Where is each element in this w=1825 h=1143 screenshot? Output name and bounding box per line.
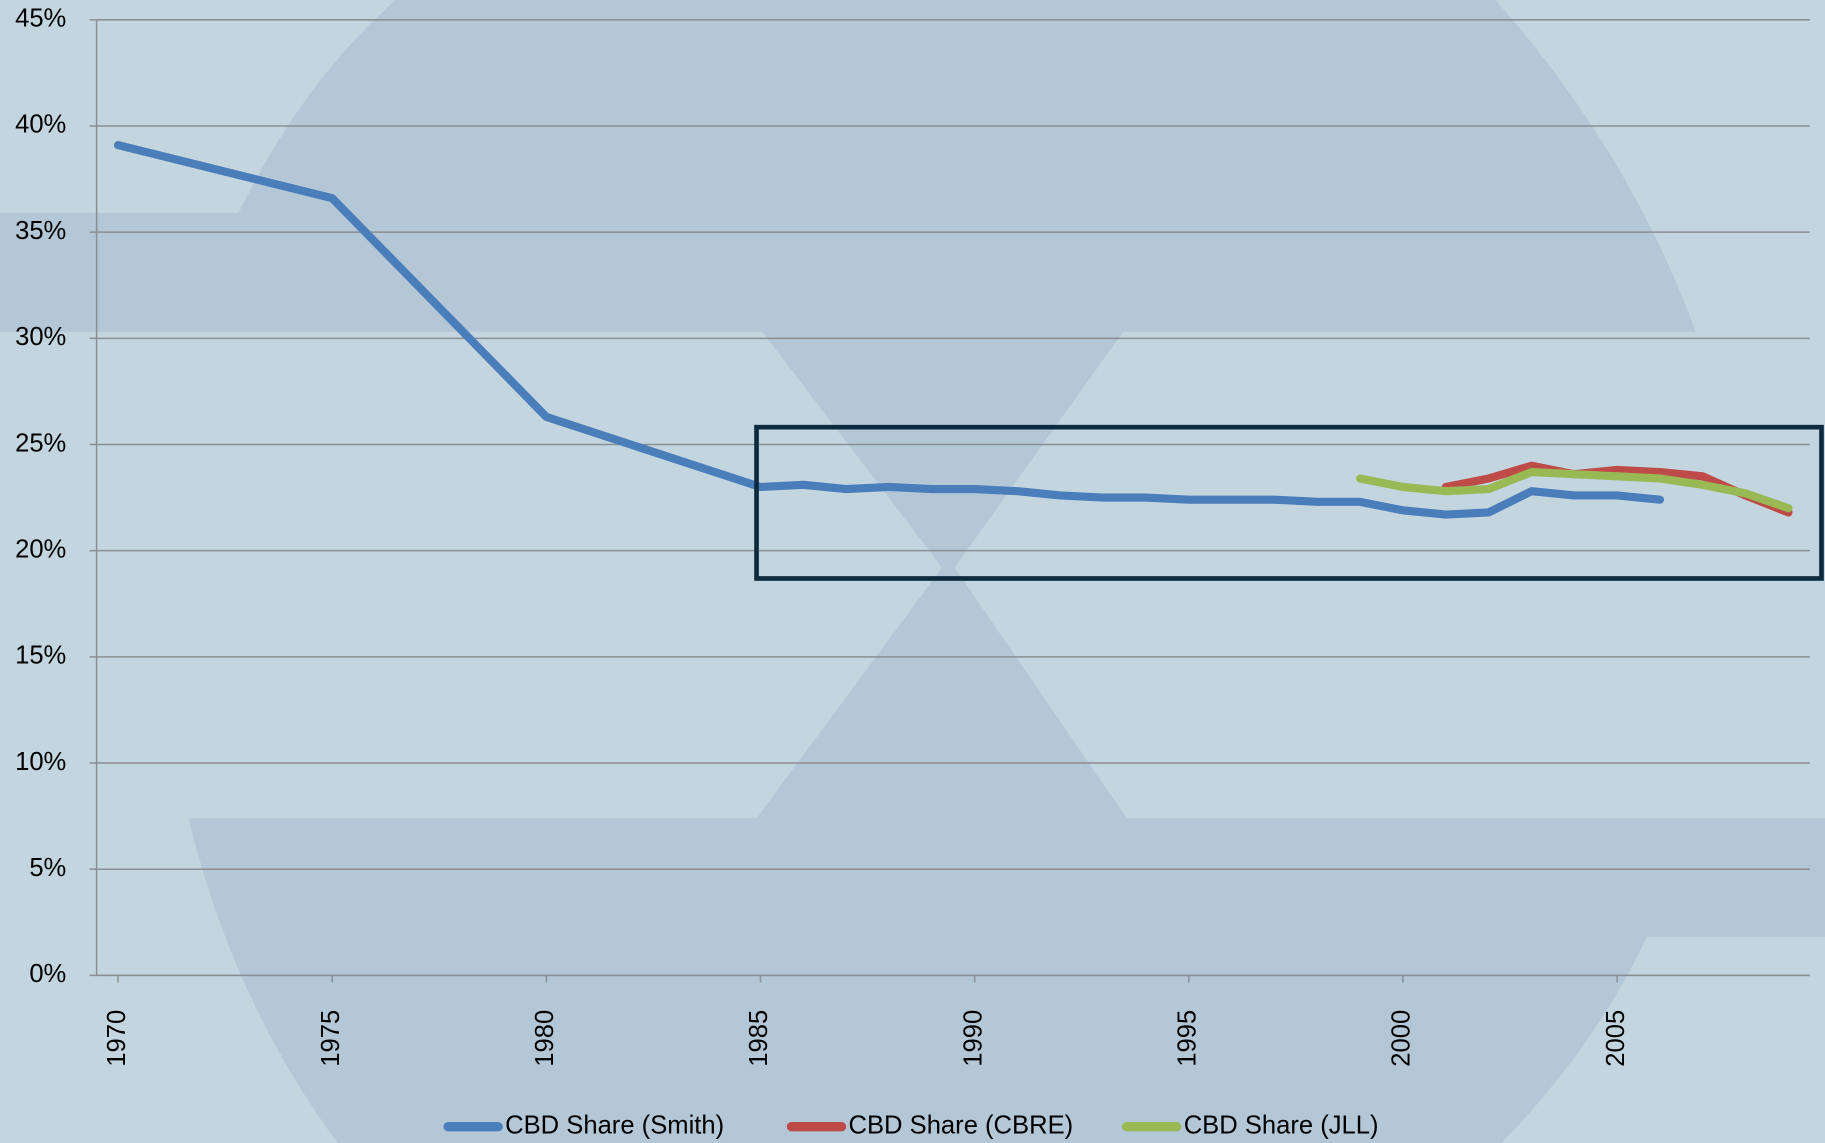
legend-label: CBD Share (Smith): [505, 1111, 724, 1139]
x-tick-label: 2000: [1388, 1010, 1416, 1067]
y-tick-label: 30%: [15, 323, 66, 351]
x-tick-label: 1975: [317, 1010, 345, 1067]
x-tick-label: 1995: [1174, 1010, 1202, 1067]
y-tick-label: 0%: [29, 960, 66, 988]
y-tick-label: 15%: [15, 642, 66, 670]
legend-label: CBD Share (JLL): [1184, 1111, 1379, 1139]
y-tick-label: 5%: [29, 854, 66, 882]
y-tick-label: 40%: [15, 111, 66, 139]
legend-label: CBD Share (CBRE): [848, 1111, 1073, 1139]
x-tick-label: 1970: [103, 1010, 131, 1067]
y-tick-label: 35%: [15, 217, 66, 245]
x-tick-label: 2005: [1602, 1010, 1630, 1067]
y-tick-label: 45%: [15, 5, 66, 33]
y-tick-label: 25%: [15, 429, 66, 457]
x-tick-label: 1990: [959, 1010, 987, 1067]
background: [0, 0, 1825, 1143]
y-tick-label: 10%: [15, 748, 66, 776]
x-tick-label: 1985: [745, 1010, 773, 1067]
x-tick-label: 1980: [531, 1010, 559, 1067]
chart: 0% 5% 10% 15% 20% 25% 30% 35% 40% 45% 1970 1975 1980…: [0, 0, 1825, 1143]
page: 0% 5% 10% 15% 20% 25% 30% 35% 40% 45% 1970 1975 1980…: [0, 0, 1825, 1143]
y-tick-label: 20%: [15, 535, 66, 563]
